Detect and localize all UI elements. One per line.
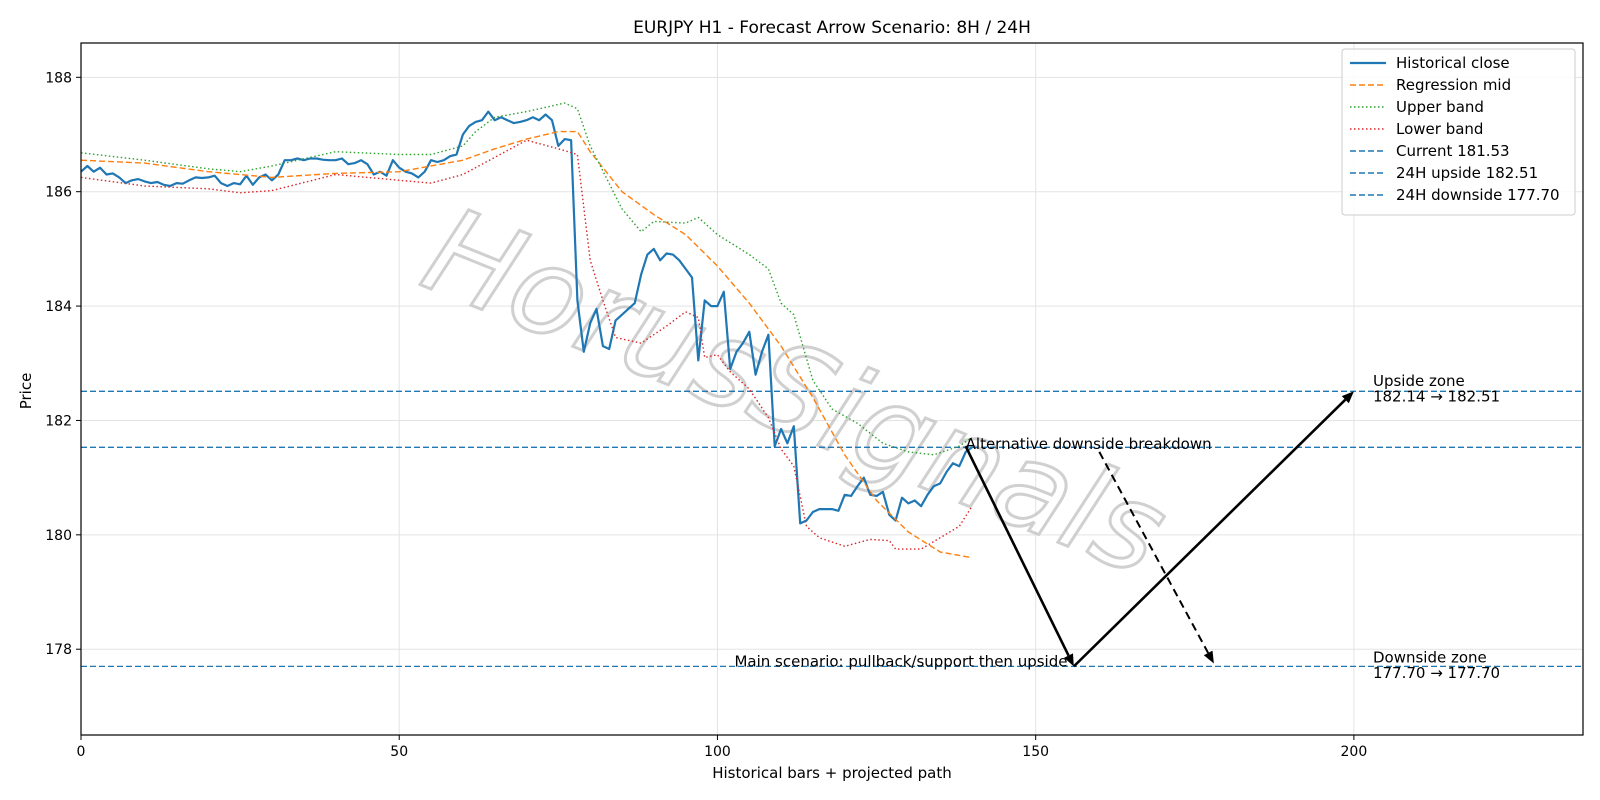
arrow-head-2 xyxy=(1203,650,1214,664)
y-axis-label: Price xyxy=(17,373,35,410)
annotation-5: 177.70 → 177.70 xyxy=(1373,664,1500,682)
legend: Historical close Regression mid Upper band… xyxy=(1341,48,1576,216)
annotation-3: 182.14 → 182.51 xyxy=(1373,388,1500,406)
y-tick-label: 188 xyxy=(45,70,72,86)
grid-lines xyxy=(80,43,1583,735)
y-tick-label: 184 xyxy=(45,299,72,315)
legend-label: 24H downside 177.70 xyxy=(1396,186,1560,204)
legend-box xyxy=(1341,48,1576,216)
plot-frame xyxy=(80,42,1584,736)
series-line-1 xyxy=(80,130,973,559)
annotation-2: Upside zone xyxy=(1373,372,1465,390)
annotations: Alternative downside breakdown Main scena… xyxy=(734,372,1500,682)
arrow-head-1 xyxy=(1341,391,1354,404)
chart-title: EURJPY H1 - Forecast Arrow Scenario: 8H … xyxy=(633,18,1031,38)
legend-label: Upper band xyxy=(1396,98,1484,116)
reference-lines xyxy=(81,390,1583,668)
arrow-head-0 xyxy=(1064,653,1074,667)
y-tick-label: 186 xyxy=(45,185,72,201)
annotation-0: Alternative downside breakdown xyxy=(966,435,1212,453)
y-tick-label: 178 xyxy=(45,642,72,658)
x-tick-label: 50 xyxy=(390,744,408,760)
x-tick-label: 150 xyxy=(1022,744,1049,760)
watermark: HorusSignals xyxy=(405,180,1186,605)
legend-label: Historical close xyxy=(1396,54,1510,72)
legend-label: Current 181.53 xyxy=(1396,142,1510,160)
legend-label: Regression mid xyxy=(1396,76,1511,94)
annotation-4: Downside zone xyxy=(1373,648,1487,666)
legend-label: Lower band xyxy=(1396,120,1483,138)
axes: 0 50 100 150 200 178 180 182 184 186 188 xyxy=(45,42,1584,760)
series-line-0 xyxy=(80,110,973,525)
watermark-text: HorusSignals xyxy=(406,181,1184,603)
legend-label: 24H upside 182.51 xyxy=(1396,164,1538,182)
y-tick-label: 180 xyxy=(45,528,72,544)
arrow-shaft-1 xyxy=(1072,398,1347,668)
x-tick-label: 200 xyxy=(1341,744,1368,760)
forecast-arrows xyxy=(964,391,1354,668)
series-lines xyxy=(80,102,973,559)
x-tick-label: 0 xyxy=(77,744,86,760)
y-tick-label: 182 xyxy=(45,413,72,429)
series-line-3 xyxy=(80,139,973,550)
arrow-shaft-0 xyxy=(964,445,1070,657)
annotation-1: Main scenario: pullback/support then ups… xyxy=(734,652,1067,670)
x-tick-label: 100 xyxy=(704,744,731,760)
x-axis-label: Historical bars + projected path xyxy=(712,764,952,782)
